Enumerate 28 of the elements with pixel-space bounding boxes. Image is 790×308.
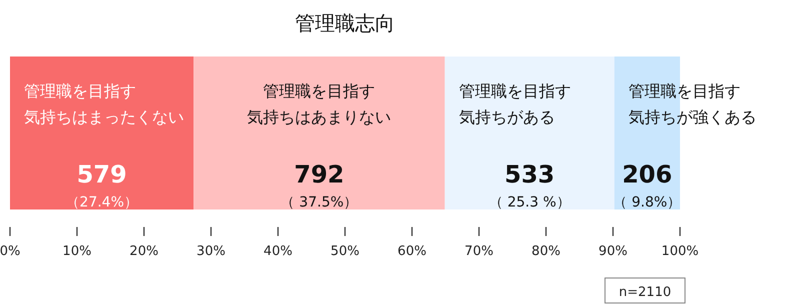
x-tick-label: 100% bbox=[661, 244, 699, 259]
series-label: 管理職を目指す気持ちがある bbox=[458, 82, 571, 126]
annotation: 206 bbox=[622, 160, 672, 188]
series-label: 管理職を目指す気持ちはまったくない bbox=[24, 82, 184, 126]
series-label: 管理職を目指す気持ちが強くある bbox=[628, 82, 756, 126]
x-tick-label: 20% bbox=[130, 244, 158, 259]
text: n=2110 bbox=[618, 285, 672, 300]
bar bbox=[444, 56, 614, 210]
data-label: （ 9.8%） bbox=[613, 194, 682, 210]
x-tick-label: 60% bbox=[398, 244, 426, 259]
data-label: （27.4%） bbox=[66, 194, 138, 210]
data-label: （ 37.5%） bbox=[280, 194, 358, 210]
x-tick-label: 80% bbox=[532, 244, 560, 259]
bar bbox=[194, 56, 445, 210]
series-label: 管理職を目指す気持ちはあまりない bbox=[247, 82, 392, 126]
annotation: 579 bbox=[76, 160, 127, 188]
x-tick-label: 40% bbox=[264, 244, 292, 259]
annotation: 792 bbox=[294, 160, 344, 188]
bar bbox=[10, 56, 194, 210]
x-tick-label: 90% bbox=[598, 244, 628, 259]
chart-title: 管理職志向 bbox=[295, 11, 395, 35]
annotation: 533 bbox=[504, 160, 555, 188]
x-tick-label: 30% bbox=[196, 244, 226, 259]
x-tick-label: 10% bbox=[62, 244, 92, 259]
data-label: （ 25.3 %） bbox=[488, 194, 570, 210]
x-tick-label: 70% bbox=[464, 244, 494, 259]
x-tick-label: 50% bbox=[330, 244, 360, 259]
x-tick-label: 0% bbox=[0, 244, 20, 259]
